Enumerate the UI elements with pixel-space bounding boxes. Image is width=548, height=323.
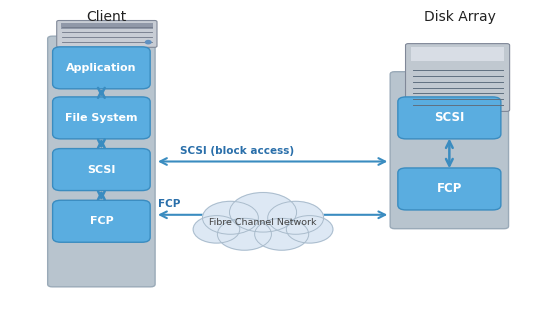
Circle shape bbox=[203, 201, 259, 234]
Circle shape bbox=[230, 193, 296, 232]
FancyBboxPatch shape bbox=[390, 72, 509, 229]
Text: Disk Array: Disk Array bbox=[424, 10, 496, 24]
Text: Client: Client bbox=[87, 10, 127, 24]
Circle shape bbox=[145, 41, 151, 44]
Text: Application: Application bbox=[66, 63, 136, 73]
FancyBboxPatch shape bbox=[53, 149, 150, 191]
FancyBboxPatch shape bbox=[57, 21, 157, 47]
Circle shape bbox=[193, 216, 240, 243]
Text: FCP: FCP bbox=[437, 182, 462, 195]
FancyBboxPatch shape bbox=[53, 200, 150, 242]
Text: FCP: FCP bbox=[89, 216, 113, 226]
Circle shape bbox=[268, 201, 323, 234]
FancyBboxPatch shape bbox=[53, 97, 150, 139]
Text: SCSI: SCSI bbox=[434, 111, 465, 124]
Circle shape bbox=[286, 216, 333, 243]
FancyBboxPatch shape bbox=[411, 47, 504, 61]
FancyBboxPatch shape bbox=[48, 36, 155, 287]
FancyBboxPatch shape bbox=[61, 23, 153, 29]
Text: FCP: FCP bbox=[158, 199, 180, 209]
Text: SCSI (block access): SCSI (block access) bbox=[180, 146, 294, 156]
Text: Fibre Channel Network: Fibre Channel Network bbox=[209, 218, 317, 227]
FancyBboxPatch shape bbox=[406, 44, 510, 111]
Circle shape bbox=[255, 218, 309, 250]
FancyBboxPatch shape bbox=[398, 168, 501, 210]
FancyBboxPatch shape bbox=[53, 47, 150, 89]
Circle shape bbox=[218, 218, 271, 250]
Text: File System: File System bbox=[65, 113, 138, 123]
FancyBboxPatch shape bbox=[398, 97, 501, 139]
Text: SCSI: SCSI bbox=[87, 165, 116, 174]
